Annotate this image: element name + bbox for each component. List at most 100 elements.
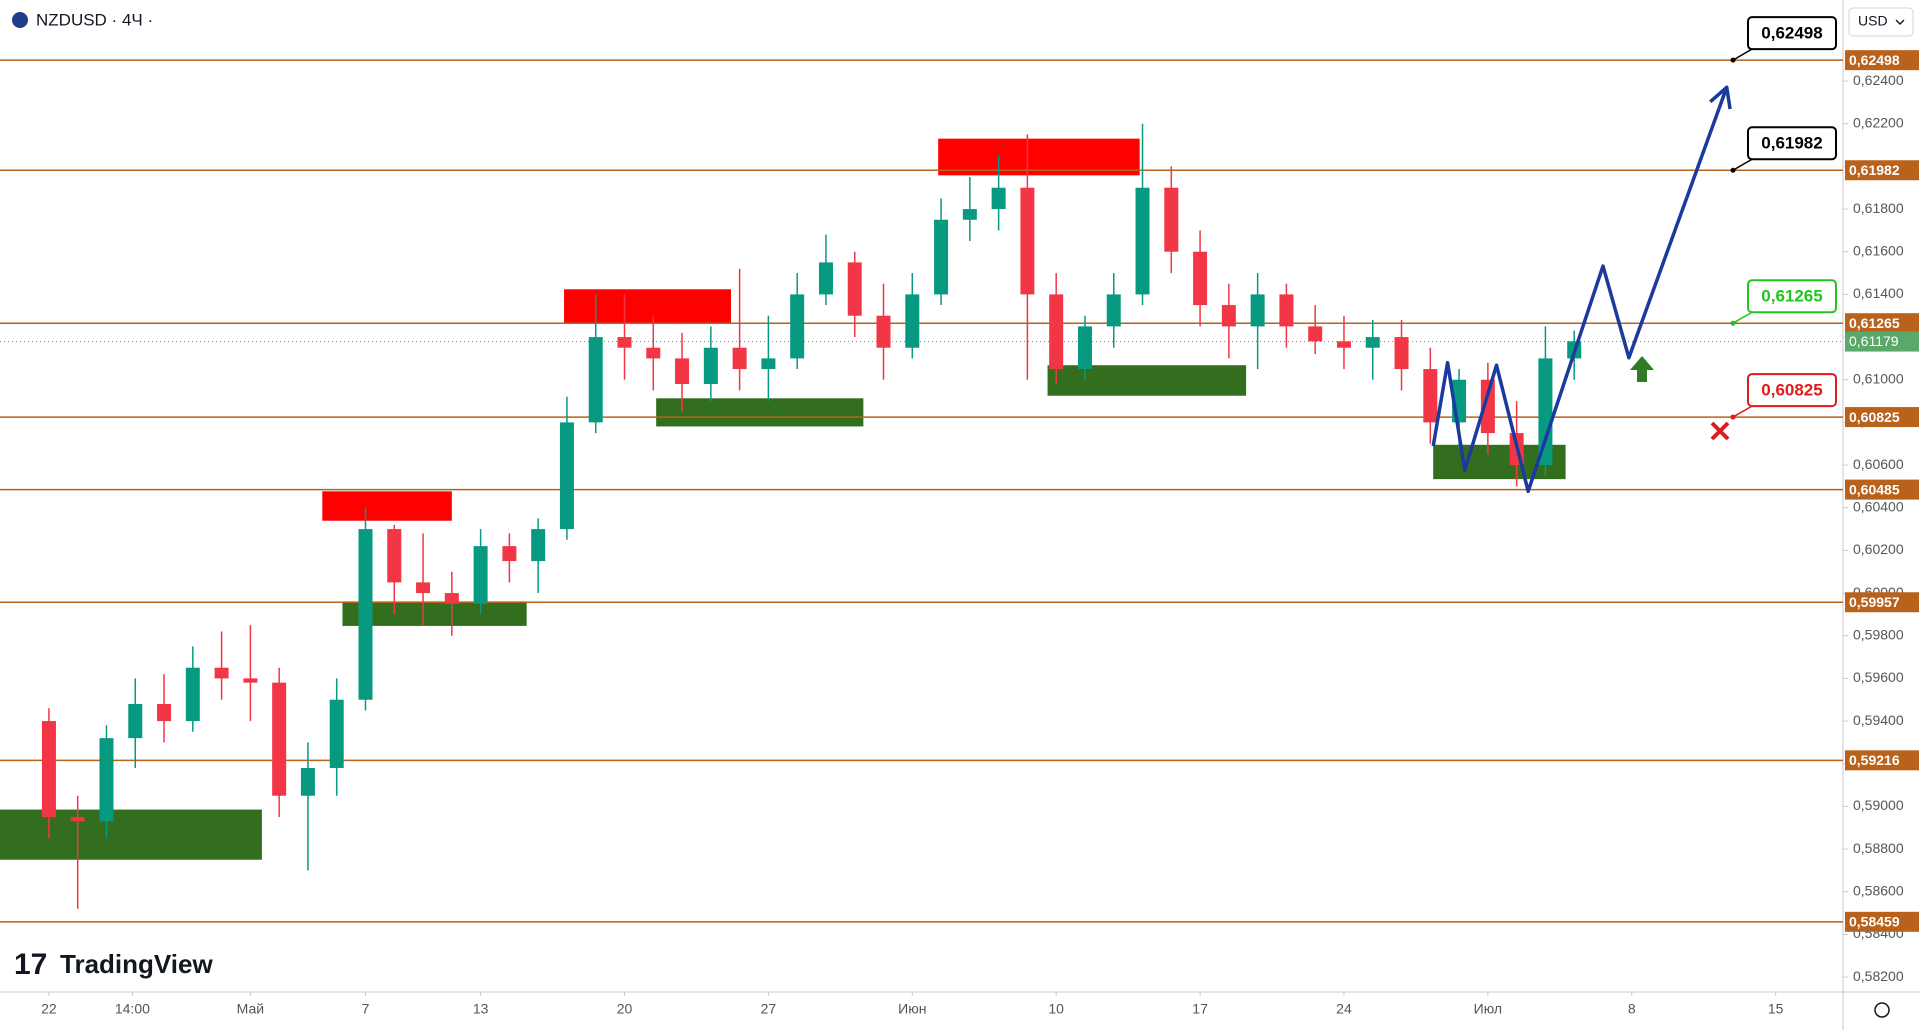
zone [656, 398, 864, 427]
callout-label: 0,60825 [1761, 381, 1822, 400]
last-price-box [1845, 331, 1919, 352]
candle-body [387, 529, 402, 583]
zone [938, 138, 1140, 176]
level-price-box [1845, 479, 1919, 500]
candle-body [1221, 305, 1236, 327]
candle-body [646, 347, 661, 359]
candle-body [41, 721, 56, 818]
callout-anchor [1730, 57, 1736, 63]
up-arrow-icon [1630, 356, 1654, 382]
y-tick-label: 0,61600 [1853, 242, 1904, 258]
projection-arrowhead [1709, 85, 1732, 110]
candle-body [1164, 187, 1179, 252]
level-price-label: 0,59216 [1849, 752, 1900, 768]
x-tick-label: 22 [41, 1001, 57, 1017]
candle-body [559, 422, 574, 530]
level-price-label: 0,61982 [1849, 162, 1900, 178]
callout-box [1747, 373, 1837, 408]
y-tick-label: 0,60400 [1853, 498, 1904, 514]
candle-body [732, 347, 747, 370]
candle-body [473, 546, 488, 604]
candle-body [70, 817, 85, 822]
zone [1047, 365, 1247, 396]
symbol-title[interactable]: NZDUSD · 4Ч · [36, 10, 153, 29]
candle-body [1135, 187, 1150, 295]
x-tick-label: 27 [761, 1001, 777, 1017]
x-tick-label: Июн [898, 1001, 926, 1017]
candle-body [1538, 358, 1553, 466]
callout-box [1747, 126, 1837, 161]
y-tick-label: 0,58800 [1853, 840, 1904, 856]
candle-body [588, 337, 603, 423]
axes: 0,624000,622000,620000,618000,616000,614… [41, 50, 1919, 1017]
y-tick-label: 0,61800 [1853, 200, 1904, 216]
candle-body [1394, 337, 1409, 370]
candle-body [1336, 341, 1351, 348]
y-tick-label: 0,58200 [1853, 968, 1904, 984]
symbol-flag [12, 12, 28, 28]
candle-body [300, 768, 315, 796]
level-price-label: 0,62498 [1849, 52, 1900, 68]
currency-button[interactable] [1848, 7, 1914, 37]
x-tick-label: 10 [1048, 1001, 1064, 1017]
x-tick-label: 13 [473, 1001, 489, 1017]
level-price-box [1845, 160, 1919, 181]
candle-body [272, 682, 287, 796]
x-tick-label: 20 [617, 1001, 633, 1017]
candle-body [185, 667, 200, 722]
callout-label: 0,62498 [1761, 24, 1822, 43]
x-tick-label: 17 [1192, 1001, 1208, 1017]
candle-body [502, 546, 517, 562]
candle-body [358, 529, 373, 700]
candle-body [416, 582, 431, 594]
callout-anchor [1730, 414, 1736, 420]
projection [1431, 85, 1732, 494]
x-tick-label: Май [237, 1001, 264, 1017]
settings-icon[interactable] [1874, 1002, 1890, 1018]
y-tick-label: 0,59800 [1853, 626, 1904, 642]
level-price-box [1845, 750, 1919, 771]
candle-body [1480, 379, 1495, 434]
zones [0, 138, 1566, 860]
y-tick-label: 0,59000 [1853, 797, 1904, 813]
y-tick-label: 0,59400 [1853, 712, 1904, 728]
level-price-label: 0,59957 [1849, 594, 1900, 610]
currency-caret [1895, 19, 1905, 25]
level-price-label: 0,58459 [1849, 914, 1900, 930]
y-tick-label: 0,62400 [1853, 72, 1904, 88]
zone [342, 601, 527, 626]
candle-body [1250, 294, 1265, 327]
callout-label: 0,61265 [1761, 287, 1822, 306]
candle-body [790, 294, 805, 359]
x-tick-label: 24 [1336, 1001, 1352, 1017]
logo-mark: 17 [14, 948, 47, 981]
callout-anchor [1730, 320, 1736, 326]
candle-body [1020, 187, 1035, 295]
candle-body [847, 262, 862, 316]
x-tick-label: 7 [362, 1001, 370, 1017]
y-tick-label: 0,61400 [1853, 285, 1904, 301]
levels: 0,62498 0,61982 0,61265 0,60825 [0, 16, 1843, 923]
currency-label[interactable]: USD [1858, 13, 1888, 29]
candle-body [99, 738, 114, 822]
zone [322, 491, 452, 521]
candle-body [962, 209, 977, 220]
candle-body [617, 337, 632, 348]
candle-body [1193, 251, 1208, 306]
candle-body [1049, 294, 1064, 370]
projection-line [1431, 86, 1729, 494]
zone [564, 289, 731, 324]
x-tick-label: 8 [1628, 1001, 1636, 1017]
x-tick-label: 14:00 [115, 1001, 150, 1017]
y-tick-label: 0,61000 [1853, 370, 1904, 386]
level-price-box [1845, 50, 1919, 71]
y-tick-label: 0,62200 [1853, 114, 1904, 130]
level-price-box [1845, 911, 1919, 932]
candle-body [1423, 369, 1438, 423]
candle-body [934, 219, 949, 295]
candle-body [214, 667, 229, 679]
candle-body [991, 187, 1006, 210]
y-tick-label: 0,60600 [1853, 456, 1904, 472]
